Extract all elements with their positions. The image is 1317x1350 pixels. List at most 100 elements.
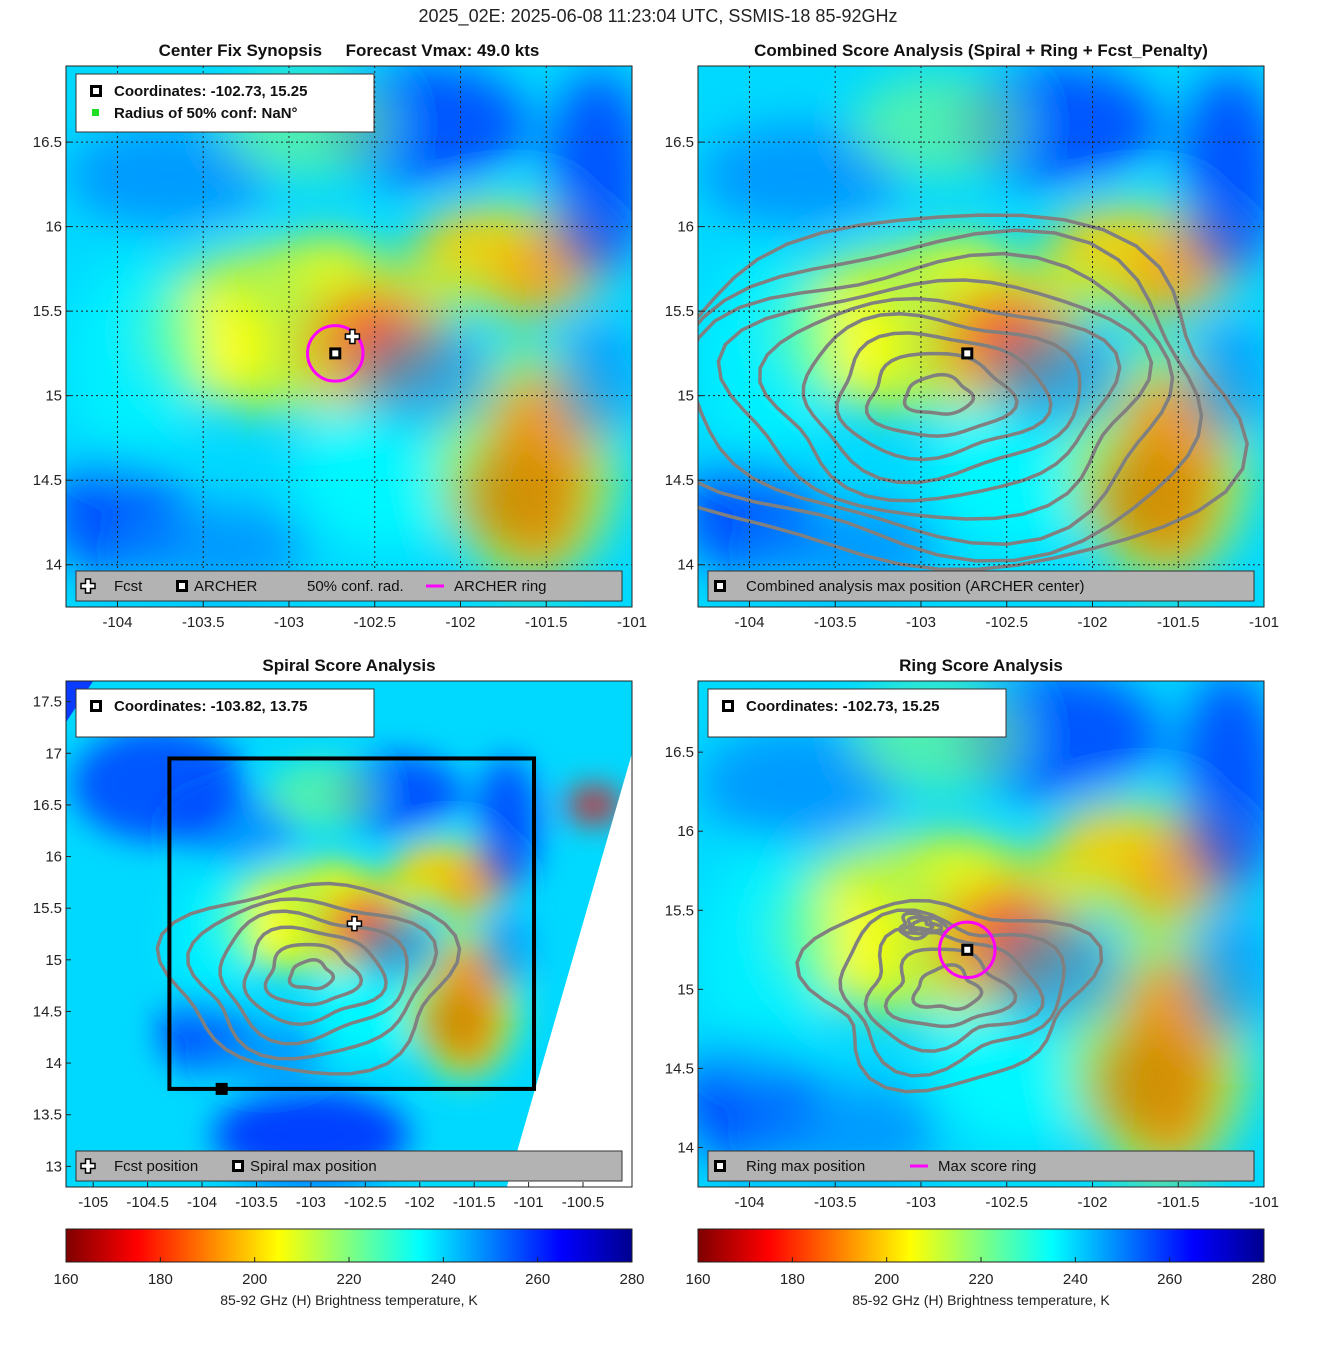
info-box [707, 688, 1007, 738]
legend [75, 570, 623, 602]
archer-center-marker-inner [332, 350, 339, 357]
heatmap-cell [288, 234, 375, 287]
colorbar-tick-label: 220 [968, 1271, 993, 1288]
info-text: Coordinates: -103.82, 13.75 [114, 698, 307, 715]
y-tick-label: 17 [45, 745, 62, 762]
panel-spiral-score: -105 -104.5 -104 -103.5 -103 -102.5 -102 -101.5… [33, 656, 633, 1211]
contour-line [698, 251, 1175, 546]
contour-line [242, 925, 388, 1026]
x-tick-label: -104 [734, 1194, 764, 1211]
x-tick-label: -101.5 [1157, 614, 1200, 631]
contour-line [716, 278, 1154, 521]
contour-line [883, 947, 1018, 1029]
heatmap-field [66, 66, 632, 592]
y-tick-label: 15.5 [33, 900, 62, 917]
y-tick-label: 16.5 [33, 134, 62, 151]
heatmap-cell [479, 909, 535, 990]
y-tick-label: 14.5 [33, 472, 62, 489]
ring-max-marker-inner [964, 946, 971, 953]
info-box [75, 73, 375, 133]
info-text: Coordinates: -102.73, 15.25 [746, 698, 939, 715]
heatmap-cell [546, 71, 632, 281]
search-box [167, 756, 537, 1091]
axes-frame [65, 680, 633, 1188]
heatmap-cell [566, 787, 622, 823]
info-text: Radius of 50% conf: NaN° [114, 105, 298, 122]
y-tick-label: 14 [45, 1055, 62, 1072]
colorbar-tick-label: 180 [148, 1271, 173, 1288]
colorbar-right: 160 180 200 220 240 260 280 85-92 GHz (H) Brig… [685, 1228, 1277, 1308]
x-tick-label: -102 [1077, 614, 1107, 631]
y-tick-label: 14.5 [665, 1060, 694, 1077]
info-marker-icon-inner [725, 703, 731, 709]
x-tick-label: -101.5 [1157, 1194, 1200, 1211]
heatmap-cell [1178, 71, 1264, 281]
figure-title: 2025_02E: 2025-06-08 11:23:04 UTC, SSMIS… [419, 6, 898, 27]
plot-area [66, 66, 632, 607]
info-box [75, 688, 375, 738]
panel-title: Ring Score Analysis [899, 656, 1063, 675]
x-tick-label: -103 [906, 614, 936, 631]
info-marker-icon-inner [93, 703, 99, 709]
y-tick-label: 15 [45, 952, 62, 969]
legend-label: Fcst [114, 578, 143, 595]
x-tick-label: -102 [405, 1194, 435, 1211]
contour-line [902, 372, 976, 416]
legend-label: Fcst position [114, 1158, 198, 1175]
y-tick-label: 17.5 [33, 694, 62, 711]
y-tick-label: 15 [45, 388, 62, 405]
heatmap-cell [357, 326, 495, 431]
legend-square-icon-inner [179, 583, 185, 589]
colorbar-tick-label: 280 [619, 1271, 644, 1288]
x-tick-label: -103 [274, 614, 304, 631]
contour-line [698, 228, 1204, 563]
y-tick-label: 15.5 [33, 303, 62, 320]
heatmap-cell [267, 760, 377, 830]
y-tick-label: 16.5 [33, 797, 62, 814]
colorbar-right-label: 85-92 GHz (H) Brightness temperature, K [852, 1292, 1110, 1308]
y-tick-label: 16 [677, 219, 694, 236]
legend-label: Spiral max position [250, 1158, 377, 1175]
contour-line [911, 963, 984, 1012]
heatmap-cell [698, 727, 904, 840]
y-tick-label: 14.5 [665, 472, 694, 489]
colorbar-tick-label: 240 [431, 1271, 456, 1288]
y-tick-label: 14 [45, 557, 62, 574]
x-tick-label: -103 [296, 1194, 326, 1211]
heatmap-cell [852, 72, 1024, 178]
contour-line [864, 351, 1019, 438]
heatmap-cell [554, 317, 632, 440]
x-tick-label: -102 [445, 614, 475, 631]
x-tick-label: -103 [906, 1194, 936, 1211]
colorbar-tick-label: 260 [1157, 1271, 1182, 1288]
x-tick-label: -101.5 [525, 614, 568, 631]
colorbar-tick-label: 200 [874, 1271, 899, 1288]
x-tick-label: -104.5 [126, 1194, 169, 1211]
heatmap-field [698, 66, 1264, 592]
x-tick-label: -105 [78, 1194, 108, 1211]
plot-area [698, 66, 1264, 607]
axes-frame [697, 65, 1265, 608]
heatmap-cell [1186, 908, 1264, 1039]
x-tick-label: -103.5 [182, 614, 225, 631]
legend-square-icon-inner [235, 1163, 241, 1169]
y-tick-label: 14 [677, 1139, 694, 1156]
forecast-position-marker [344, 328, 361, 345]
colorbar-left-label: 85-92 GHz (H) Brightness temperature, K [220, 1292, 478, 1308]
archer-ring [306, 324, 365, 383]
x-tick-label: -104 [102, 614, 132, 631]
legend-square-icon-inner [717, 583, 723, 589]
panel-title: Center Fix Synopsis Forecast Vmax: 49.0 … [159, 41, 540, 60]
y-tick-label: 15 [677, 388, 694, 405]
legend-square-icon-inner [717, 1163, 723, 1169]
heatmap-cell [71, 726, 246, 842]
y-tick-label: 16 [677, 823, 694, 840]
conf-radius-marker-icon [92, 109, 99, 116]
plot-area [66, 681, 632, 1187]
forecast-position-marker [346, 915, 363, 932]
legend-label: ARCHER [194, 578, 258, 595]
panel-title: Spiral Score Analysis [262, 656, 435, 675]
colorbar-left-gradient [65, 1228, 633, 1263]
contour-line [863, 925, 1045, 1053]
y-tick-label: 15.5 [665, 303, 694, 320]
